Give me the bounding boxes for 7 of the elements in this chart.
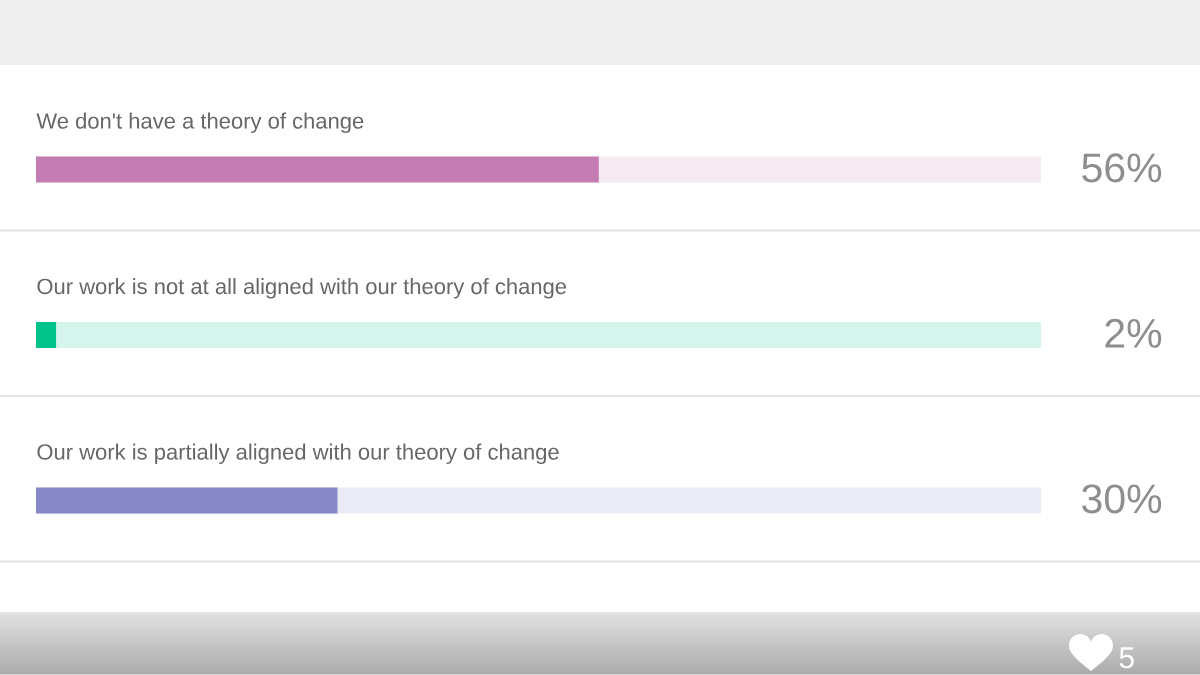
- data-label: 30%: [1082, 484, 1162, 514]
- y-tick-label: Our work is partially aligned with our theory of change: [37, 443, 559, 465]
- data-label: 2%: [1105, 318, 1162, 348]
- text: 5: [1119, 647, 1134, 669]
- y-tick-label: Our work is not at all aligned with our theory of change: [37, 278, 567, 299]
- y-tick-label: We don't have a theory of change: [36, 112, 364, 134]
- data-label: 56%: [1082, 153, 1162, 183]
